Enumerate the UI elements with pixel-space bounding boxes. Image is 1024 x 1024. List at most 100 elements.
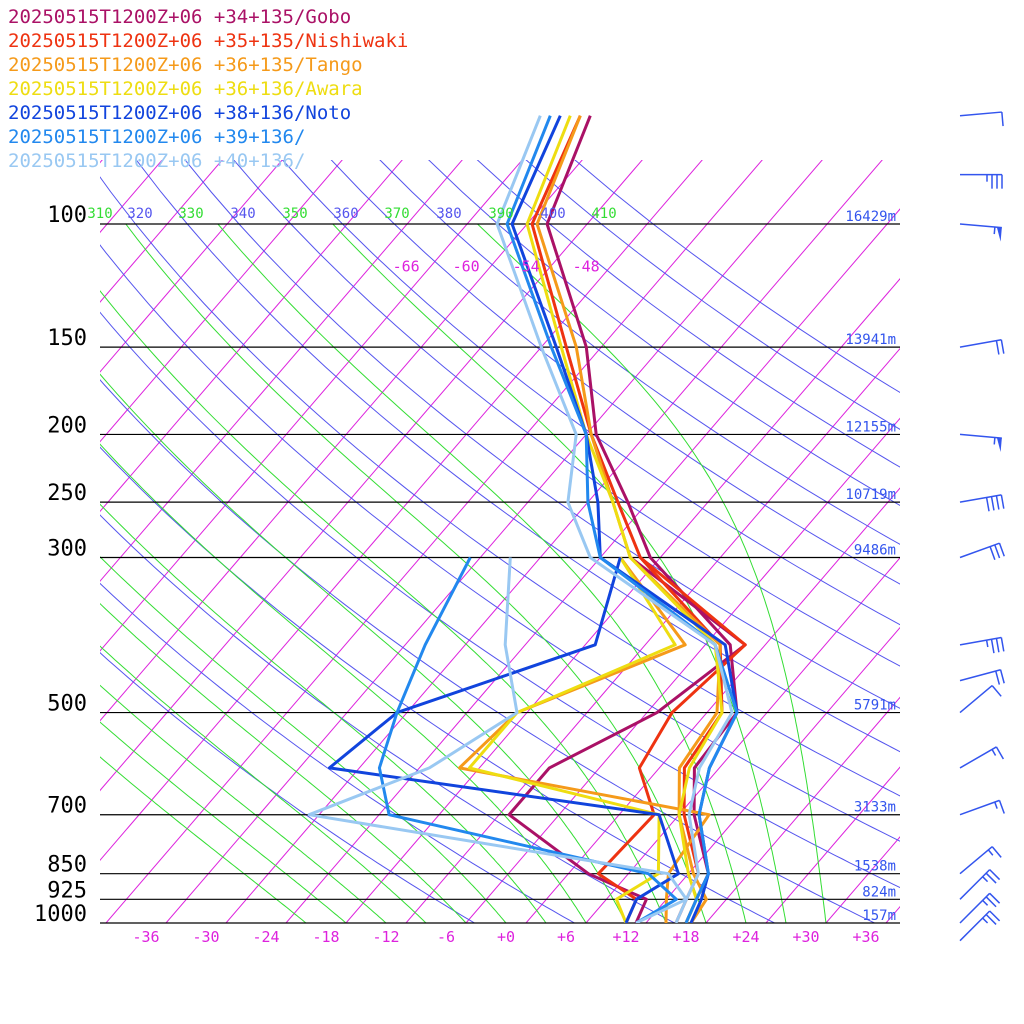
wind-barb [959,339,1005,355]
wind-barb [959,111,1004,127]
temperature-tick-label: +12 [612,928,639,946]
temperature-line [535,115,722,923]
dry-adiabat-line [100,651,476,923]
theta-label: 400 [540,206,565,222]
wind-barb-feather [990,639,995,654]
wind-barb-feather [998,542,1005,557]
wind-barb-staff [959,799,1000,816]
dry-adiabat-line [100,244,900,842]
height-label: 3133m [854,800,896,816]
height-label: 157m [862,908,896,924]
wind-barb-feather [995,746,1005,760]
dry-adiabat-line [330,160,900,585]
isotherm-label: -54 [513,258,540,276]
wind-barb-half-feather [982,899,989,906]
wind-barb-feather [985,497,990,512]
height-label: 16429m [845,209,896,225]
dry-adiabat-line [135,160,900,753]
isotherm-line [885,905,900,923]
temperature-tick-label: -30 [192,928,219,946]
legend-entry: 20250515T1200Z+06 +36+135/Tango [8,54,363,76]
theta-label: 310 [87,206,112,222]
dry-adiabat-line [100,379,876,923]
dry-adiabat-line [428,160,900,506]
height-label: 1538m [854,859,896,875]
isotherm-line [705,696,900,923]
wind-barb-feather [994,544,1001,559]
theta-label: 320 [127,206,152,222]
isotherm-line [585,557,900,923]
wind-barb-half-feather [982,917,989,924]
wind-barb-feather [985,913,997,925]
isotherm-line [100,160,463,582]
temperature-tick-label: +36 [852,928,879,946]
pressure-label: 100 [47,203,87,228]
wind-barb [959,433,1002,453]
theta-label: 410 [591,206,616,222]
wind-barb-half-feather [982,876,989,883]
pressure-label: 850 [47,853,87,878]
temperature-tick-label: -18 [312,928,339,946]
moist-adiabat-lines [100,223,827,923]
wind-barb [959,892,1001,924]
isotherm-line [225,160,883,923]
pressure-label: 925 [47,878,87,903]
isotherm-line [105,160,763,923]
pressure-label: 1000 [34,902,87,927]
wind-barb-staff [959,339,1002,348]
wind-barb [959,746,1005,769]
wind-barb-staff [959,111,1002,117]
isotherm-line [285,208,900,923]
wind-barb-feather [999,669,1005,684]
height-label: 10719m [845,487,896,503]
wind-barb [959,542,1005,560]
wind-barb-feather [989,910,1001,922]
wind-barb [959,869,1001,900]
isotherm-line [405,347,900,923]
wind-barb-half-feather [993,437,996,445]
isotherm-label: -60 [453,258,480,276]
sounding-series [307,115,747,923]
isotherm-line [100,160,163,234]
height-label: 9486m [854,543,896,559]
wind-barb-feather [985,896,997,908]
wind-barb-feather [991,685,1002,697]
isotherm-label: -48 [573,258,600,276]
wind-barb [959,799,1005,816]
pressure-label: 300 [47,537,87,562]
wind-barb-staff [959,892,991,924]
theta-label: 350 [282,206,307,222]
wind-barb-feather [995,638,1000,653]
wind-barb [959,223,1002,242]
wind-barb [960,173,1003,189]
dry-adiabat-line [379,160,900,545]
pressure-label: 500 [47,692,87,717]
dewpoint-line [507,556,747,923]
theta-label: 370 [384,206,409,222]
temperature-tick-label: -12 [372,928,399,946]
isotherm-lines [100,160,900,923]
isotherm-line [100,160,223,303]
isotherm-line [100,160,103,164]
dry-adiabat-line [233,160,900,667]
wind-barb [959,846,1002,875]
wind-barb-feather [1000,637,1005,652]
isotherm-line [100,160,643,792]
legend-entry: 20250515T1200Z+06 +35+135/Nishiwaki [8,30,408,52]
pressure-label: 150 [47,326,87,351]
wind-barb [959,494,1005,512]
wind-barb-staff [959,542,1000,559]
wind-barb-half-feather [985,640,989,648]
isotherm-line [100,160,283,373]
wind-barb-feather [995,670,1001,685]
dry-adiabat-line [100,582,576,923]
temperature-tick-label: -24 [252,928,279,946]
temperature-tick-label: +0 [497,928,515,946]
moist-adiabat-line [100,443,587,923]
wind-barb-staff [959,223,1002,229]
isotherm-line [525,487,900,923]
wind-barb-staff [959,869,991,900]
temperature-tick-label: +18 [672,928,699,946]
isotherm-line [345,278,900,923]
